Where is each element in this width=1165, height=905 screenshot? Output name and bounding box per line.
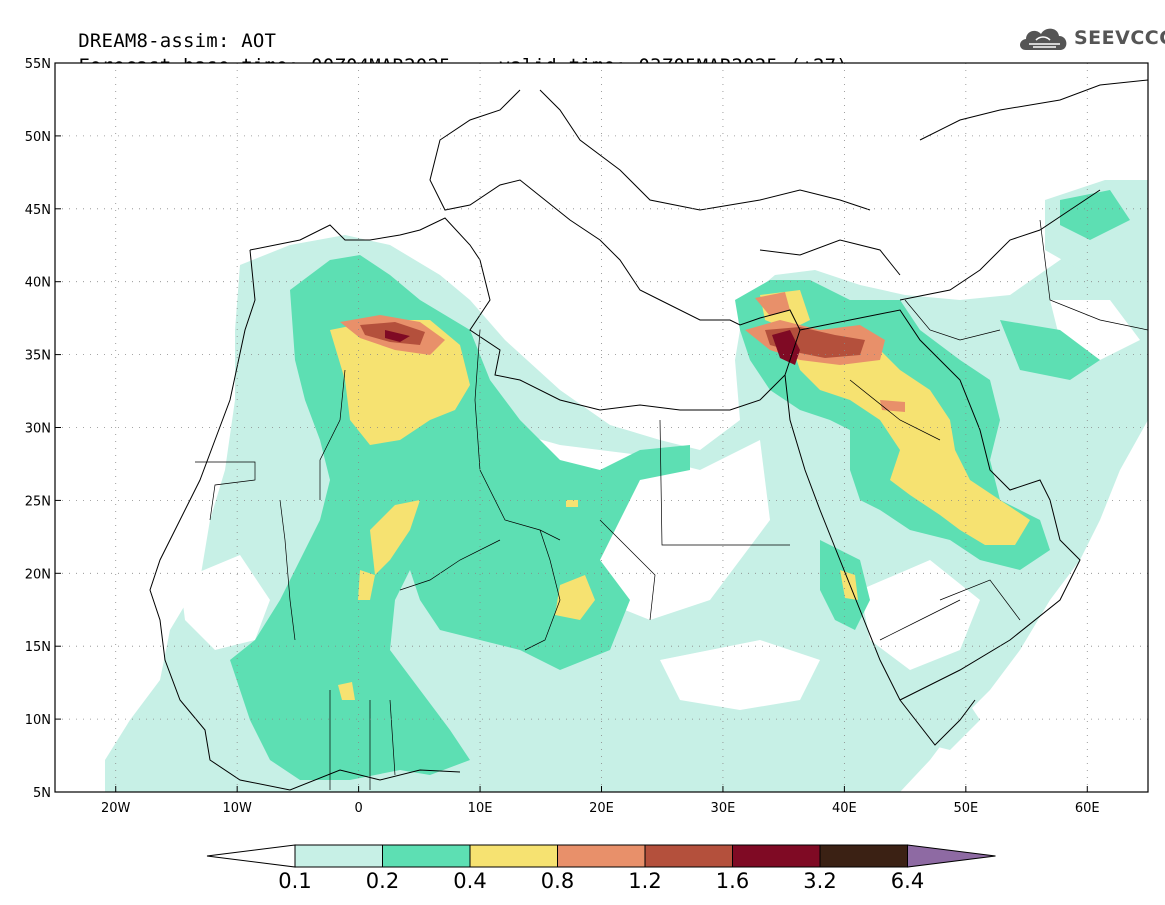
colorbar-level-label: 6.4 bbox=[891, 869, 924, 893]
lon-tick-label: 20E bbox=[589, 801, 614, 816]
colorbar-box bbox=[732, 844, 821, 868]
colorbar-level-label: 0.1 bbox=[278, 869, 311, 893]
lon-tick-label: 0 bbox=[354, 801, 362, 816]
lat-tick-label: 5N bbox=[33, 786, 51, 801]
lon-tick-label: 60E bbox=[1075, 801, 1100, 816]
lat-tick-label: 30N bbox=[25, 422, 51, 437]
logo-text: SEEVCCC bbox=[1074, 27, 1165, 49]
aot-level-0-4 bbox=[330, 290, 1030, 700]
lat-tick-label: 55N bbox=[25, 57, 51, 72]
colorbar-over-triangle bbox=[907, 844, 996, 868]
country-borders bbox=[195, 219, 1148, 790]
cloud-logo-icon bbox=[1020, 28, 1067, 50]
lon-tick-label: 10E bbox=[468, 801, 493, 816]
lon-tick-label: 20W bbox=[101, 801, 131, 816]
colorbar-box bbox=[644, 844, 733, 868]
map-title: DREAM8-assim: AOT bbox=[55, 8, 276, 52]
lat-tick-label: 25N bbox=[25, 494, 51, 509]
aot-level-1-6 bbox=[385, 330, 800, 365]
colorbar-level-label: 3.2 bbox=[803, 869, 836, 893]
lat-tick-label: 50N bbox=[25, 130, 51, 145]
lon-tick-label: 50E bbox=[953, 801, 978, 816]
colorbar-level-label: 0.4 bbox=[453, 869, 486, 893]
colorbar-box bbox=[469, 844, 558, 868]
colorbar-box bbox=[294, 844, 383, 868]
colorbar-level-label: 0.8 bbox=[541, 869, 574, 893]
colorbar-level-label: 1.2 bbox=[628, 869, 661, 893]
colorbar-box bbox=[382, 844, 471, 868]
colorbar-box bbox=[557, 844, 646, 868]
lat-tick-label: 20N bbox=[25, 567, 51, 582]
map-ticks: 55N 50N 45N 40N 35N 30N 25N 20N 15N 10N 5N 20W 10W 0 1… bbox=[25, 57, 1100, 816]
lat-tick-label: 45N bbox=[25, 203, 51, 218]
colorbar-level-label: 1.6 bbox=[716, 869, 749, 893]
map-grid bbox=[55, 63, 1148, 792]
colorbar-level-label: 0.2 bbox=[366, 869, 399, 893]
colorbar-under-triangle bbox=[206, 844, 296, 868]
lon-tick-label: 10W bbox=[222, 801, 252, 816]
lon-tick-label: 40E bbox=[832, 801, 857, 816]
title-model: DREAM8-assim: AOT bbox=[78, 30, 277, 52]
lon-tick-label: 30E bbox=[711, 801, 736, 816]
lat-tick-label: 10N bbox=[25, 713, 51, 728]
lat-tick-label: 15N bbox=[25, 640, 51, 655]
coastlines bbox=[149, 79, 1148, 791]
colorbar-box bbox=[819, 844, 908, 868]
lat-tick-label: 40N bbox=[25, 276, 51, 291]
lat-tick-label: 35N bbox=[25, 349, 51, 364]
seevccc-logo: SEEVCCC bbox=[1016, 22, 1165, 58]
